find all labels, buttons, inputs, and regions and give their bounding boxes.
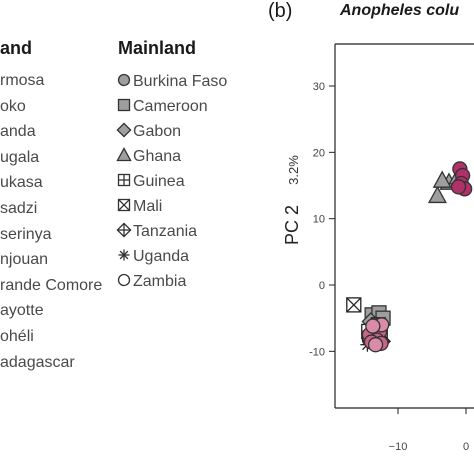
mainland-legend-label: Zambia bbox=[133, 273, 187, 290]
mainland-legend-label: Tanzania bbox=[133, 223, 198, 240]
x-tick-label: −10 bbox=[389, 441, 408, 453]
mainland-legend-label: Guinea bbox=[133, 173, 185, 190]
y-axis-label: PC 2 bbox=[282, 205, 302, 245]
diamond-plus-icon bbox=[116, 222, 132, 238]
island-legend-item: njouan bbox=[0, 251, 49, 269]
mainland-legend-item: Tanzania bbox=[116, 222, 197, 241]
mainland-legend-item: Mali bbox=[116, 197, 162, 216]
data-point bbox=[450, 179, 467, 195]
y-tick-label: 30 bbox=[313, 81, 325, 93]
island-legend-item: sadzi bbox=[0, 200, 38, 217]
mainland-legend-item: Cameroon bbox=[116, 97, 208, 116]
mainland-legend-label: Gabon bbox=[133, 123, 182, 140]
mainland-legend-item: Burkina Faso bbox=[116, 72, 227, 91]
island-legend-item: rande Comore bbox=[0, 276, 103, 294]
mainland-legend-item: Guinea bbox=[116, 172, 185, 191]
filled-triangle-icon bbox=[116, 147, 132, 162]
y-axis-variance-label: 3.2% bbox=[286, 155, 301, 185]
boxed-x-icon bbox=[117, 198, 131, 212]
mainland-legend-item: Ghana bbox=[116, 147, 181, 166]
island-legend-item: ugala bbox=[0, 148, 40, 166]
island-legend-item: rmosa bbox=[0, 72, 45, 89]
y-tick-label: 0 bbox=[319, 280, 325, 292]
filled-circle-icon bbox=[117, 73, 131, 87]
island-legend-item: adagascar bbox=[0, 353, 75, 371]
data-point bbox=[365, 318, 381, 334]
mainland-legend-item: Gabon bbox=[116, 122, 181, 141]
island-legend-item: ukasa bbox=[0, 174, 43, 192]
mainland-legend-label: Uganda bbox=[133, 248, 190, 265]
island-legend-item: ohéli bbox=[0, 328, 34, 345]
mainland-legend-label: Mali bbox=[133, 198, 163, 215]
data-point bbox=[367, 337, 384, 353]
x-tick-label: 0 bbox=[463, 441, 469, 453]
asterisk-icon bbox=[118, 249, 130, 261]
island-legend-item: anda bbox=[0, 123, 36, 141]
y-tick-label: 10 bbox=[313, 214, 325, 226]
mainland-legend-title: Mainland bbox=[118, 38, 197, 58]
mainland-legend-item: Uganda bbox=[116, 247, 189, 266]
mainland-legend-label: Cameroon bbox=[133, 98, 208, 115]
points-group bbox=[346, 161, 473, 353]
data-point bbox=[427, 185, 447, 204]
y-tick-label: 20 bbox=[313, 147, 325, 159]
y-tick-label: -10 bbox=[309, 346, 325, 358]
island-legend-item: oko bbox=[0, 97, 26, 115]
island-legend-item: ayotte bbox=[0, 302, 44, 320]
island-legend-item: serinya bbox=[0, 225, 52, 243]
open-circle-icon bbox=[117, 273, 131, 287]
mainland-legend-label: Ghana bbox=[133, 148, 182, 165]
chart-title: Anopheles colu bbox=[340, 2, 460, 19]
data-point bbox=[346, 297, 362, 313]
panel-label: (b) bbox=[268, 0, 293, 22]
boxed-plus-icon bbox=[117, 173, 131, 187]
filled-square-icon bbox=[117, 98, 131, 112]
mainland-legend-item: Zambia bbox=[116, 272, 186, 291]
mainland-legend-label: Burkina Faso bbox=[133, 73, 228, 90]
islands-legend-title: and bbox=[0, 38, 33, 58]
data-point bbox=[432, 170, 452, 188]
filled-diamond-icon bbox=[116, 122, 132, 138]
